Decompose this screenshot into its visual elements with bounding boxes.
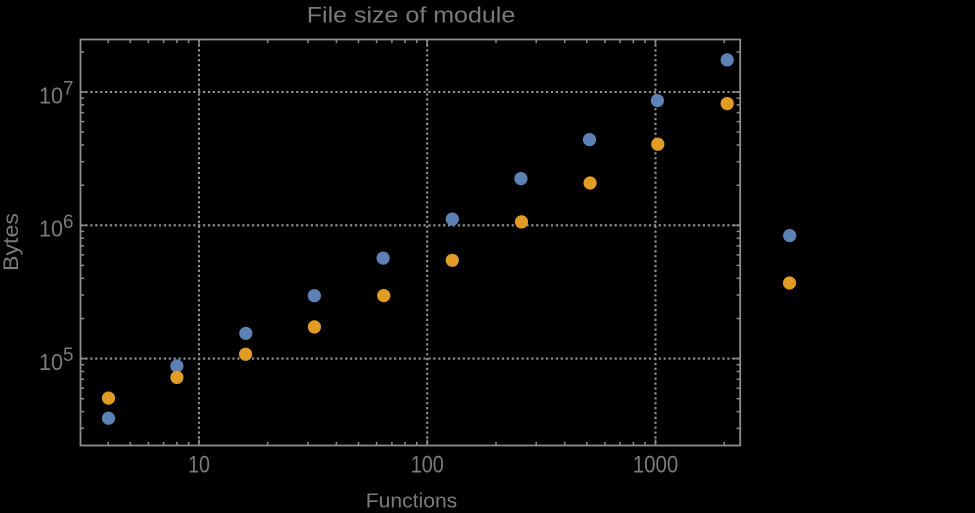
- svg-text:10: 10: [39, 82, 63, 108]
- svg-text:7: 7: [63, 78, 74, 100]
- svg-text:Functions: Functions: [366, 490, 458, 513]
- svg-text:1000: 1000: [633, 452, 679, 479]
- svg-text:5: 5: [63, 344, 74, 366]
- svg-text:6: 6: [63, 211, 74, 233]
- svg-text:Bytes: Bytes: [0, 213, 23, 271]
- svg-text:10: 10: [39, 349, 63, 375]
- svg-text:100: 100: [411, 452, 444, 479]
- svg-text:10: 10: [188, 452, 210, 479]
- svg-text:10: 10: [39, 216, 63, 242]
- svg-text:File size of module: File size of module: [307, 3, 516, 28]
